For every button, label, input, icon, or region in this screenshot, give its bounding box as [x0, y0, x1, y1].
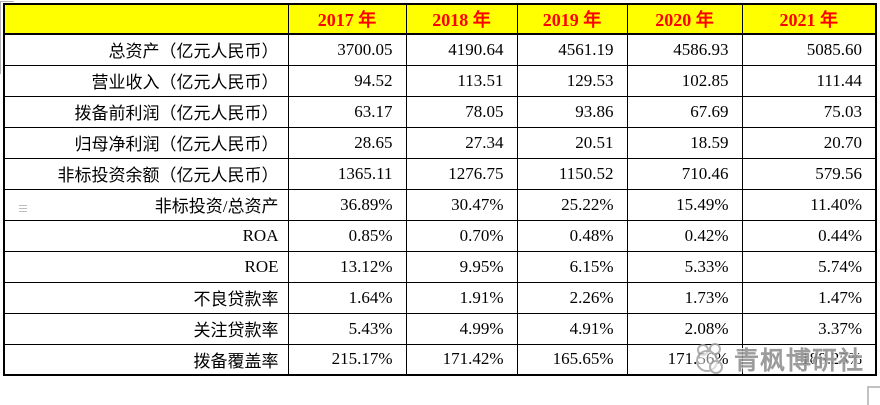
value-cell: 1.64%: [287, 281, 407, 314]
table-row: 拨备覆盖率 215.17% 171.42% 165.65% 171.56% 188.25%: [3, 343, 877, 376]
value-cell: 4.91%: [516, 312, 628, 345]
row-label: 拨备覆盖率: [3, 343, 289, 376]
value-cell: 93.86: [516, 95, 628, 128]
value-cell: 11.40%: [741, 188, 877, 221]
row-label: 总资产（亿元人民币）: [3, 33, 289, 66]
header-year-2021: 2021 年: [741, 3, 877, 35]
row-label: 营业收入（亿元人民币）: [3, 64, 289, 97]
table-row: 拨备前利润（亿元人民币） 63.17 78.05 93.86 67.69 75.03: [3, 95, 877, 128]
value-cell: 20.51: [516, 126, 628, 159]
table-row: ROA 0.85% 0.70% 0.48% 0.42% 0.44%: [3, 219, 877, 252]
page-corner-mark-topleft: [0, 1, 14, 74]
table-row: 关注贷款率 5.43% 4.99% 4.91% 2.08% 3.37%: [3, 312, 877, 345]
header-corner-cell: [3, 3, 289, 35]
value-cell: 63.17: [287, 95, 407, 128]
value-cell: 579.56: [741, 157, 877, 190]
table-row: 非标投资/总资产 36.89% 30.47% 25.22% 15.49% 11.40%: [3, 188, 877, 221]
row-label: 关注贷款率: [3, 312, 289, 345]
value-cell: 171.42%: [405, 343, 518, 376]
header-year-2017: 2017 年: [287, 3, 407, 35]
table-row: 非标投资余额（亿元人民币） 1365.11 1276.75 1150.52 710.46…: [3, 157, 877, 190]
table-row: 不良贷款率 1.64% 1.91% 2.26% 1.73% 1.47%: [3, 281, 877, 314]
value-cell: 78.05: [405, 95, 518, 128]
value-cell: 13.12%: [287, 250, 407, 283]
table-row: 营业收入（亿元人民币） 94.52 113.51 129.53 102.85 111.44: [3, 64, 877, 97]
value-cell: 30.47%: [405, 188, 518, 221]
value-cell: 4190.64: [405, 33, 518, 66]
header-row: 2017 年 2018 年 2019 年 2020 年 2021 年: [3, 3, 877, 35]
value-cell: 188.25%: [741, 343, 877, 376]
value-cell: 4586.93: [626, 33, 743, 66]
value-cell: 1.91%: [405, 281, 518, 314]
value-cell: 1276.75: [405, 157, 518, 190]
value-cell: 4561.19: [516, 33, 628, 66]
row-label: 不良贷款率: [3, 281, 289, 314]
value-cell: 36.89%: [287, 188, 407, 221]
value-cell: 67.69: [626, 95, 743, 128]
value-cell: 0.42%: [626, 219, 743, 252]
value-cell: 5.74%: [741, 250, 877, 283]
value-cell: 3700.05: [287, 33, 407, 66]
value-cell: 18.59: [626, 126, 743, 159]
table-row: 归母净利润（亿元人民币） 28.65 27.34 20.51 18.59 20.70: [3, 126, 877, 159]
financial-metrics-table: 2017 年 2018 年 2019 年 2020 年 2021 年 总资产（亿元人民币…: [3, 3, 877, 376]
value-cell: 94.52: [287, 64, 407, 97]
value-cell: 102.85: [626, 64, 743, 97]
row-label: 归母净利润（亿元人民币）: [3, 126, 289, 159]
value-cell: 1150.52: [516, 157, 628, 190]
value-cell: 5085.60: [741, 33, 877, 66]
value-cell: 2.26%: [516, 281, 628, 314]
value-cell: 5.43%: [287, 312, 407, 345]
row-label: ROA: [3, 219, 289, 252]
value-cell: 5.33%: [626, 250, 743, 283]
value-cell: 25.22%: [516, 188, 628, 221]
value-cell: 0.44%: [741, 219, 877, 252]
value-cell: 20.70: [741, 126, 877, 159]
table-body: 总资产（亿元人民币） 3700.05 4190.64 4561.19 4586.93 50…: [3, 33, 877, 376]
value-cell: 165.65%: [516, 343, 628, 376]
value-cell: 75.03: [741, 95, 877, 128]
row-label: 非标投资余额（亿元人民币）: [3, 157, 289, 190]
value-cell: 0.70%: [405, 219, 518, 252]
header-year-2019: 2019 年: [516, 3, 628, 35]
value-cell: 710.46: [626, 157, 743, 190]
value-cell: 129.53: [516, 64, 628, 97]
row-label: ROE: [3, 250, 289, 283]
table-row: 总资产（亿元人民币） 3700.05 4190.64 4561.19 4586.93 50…: [3, 33, 877, 66]
value-cell: 0.85%: [287, 219, 407, 252]
header-year-2018: 2018 年: [405, 3, 518, 35]
value-cell: 2.08%: [626, 312, 743, 345]
value-cell: 27.34: [405, 126, 518, 159]
value-cell: 1.73%: [626, 281, 743, 314]
value-cell: 111.44: [741, 64, 877, 97]
value-cell: 215.17%: [287, 343, 407, 376]
value-cell: 171.56%: [626, 343, 743, 376]
header-year-2020: 2020 年: [626, 3, 743, 35]
row-label: 拨备前利润（亿元人民币）: [3, 95, 289, 128]
smudge-artifact: [19, 205, 27, 206]
value-cell: 113.51: [405, 64, 518, 97]
value-cell: 4.99%: [405, 312, 518, 345]
value-cell: 6.15%: [516, 250, 628, 283]
value-cell: 9.95%: [405, 250, 518, 283]
table-row: ROE 13.12% 9.95% 6.15% 5.33% 5.74%: [3, 250, 877, 283]
row-label: 非标投资/总资产: [3, 188, 289, 221]
value-cell: 28.65: [287, 126, 407, 159]
value-cell: 1.47%: [741, 281, 877, 314]
page-corner-mark-bottomright: [867, 386, 880, 405]
value-cell: 15.49%: [626, 188, 743, 221]
value-cell: 3.37%: [741, 312, 877, 345]
value-cell: 1365.11: [287, 157, 407, 190]
value-cell: 0.48%: [516, 219, 628, 252]
